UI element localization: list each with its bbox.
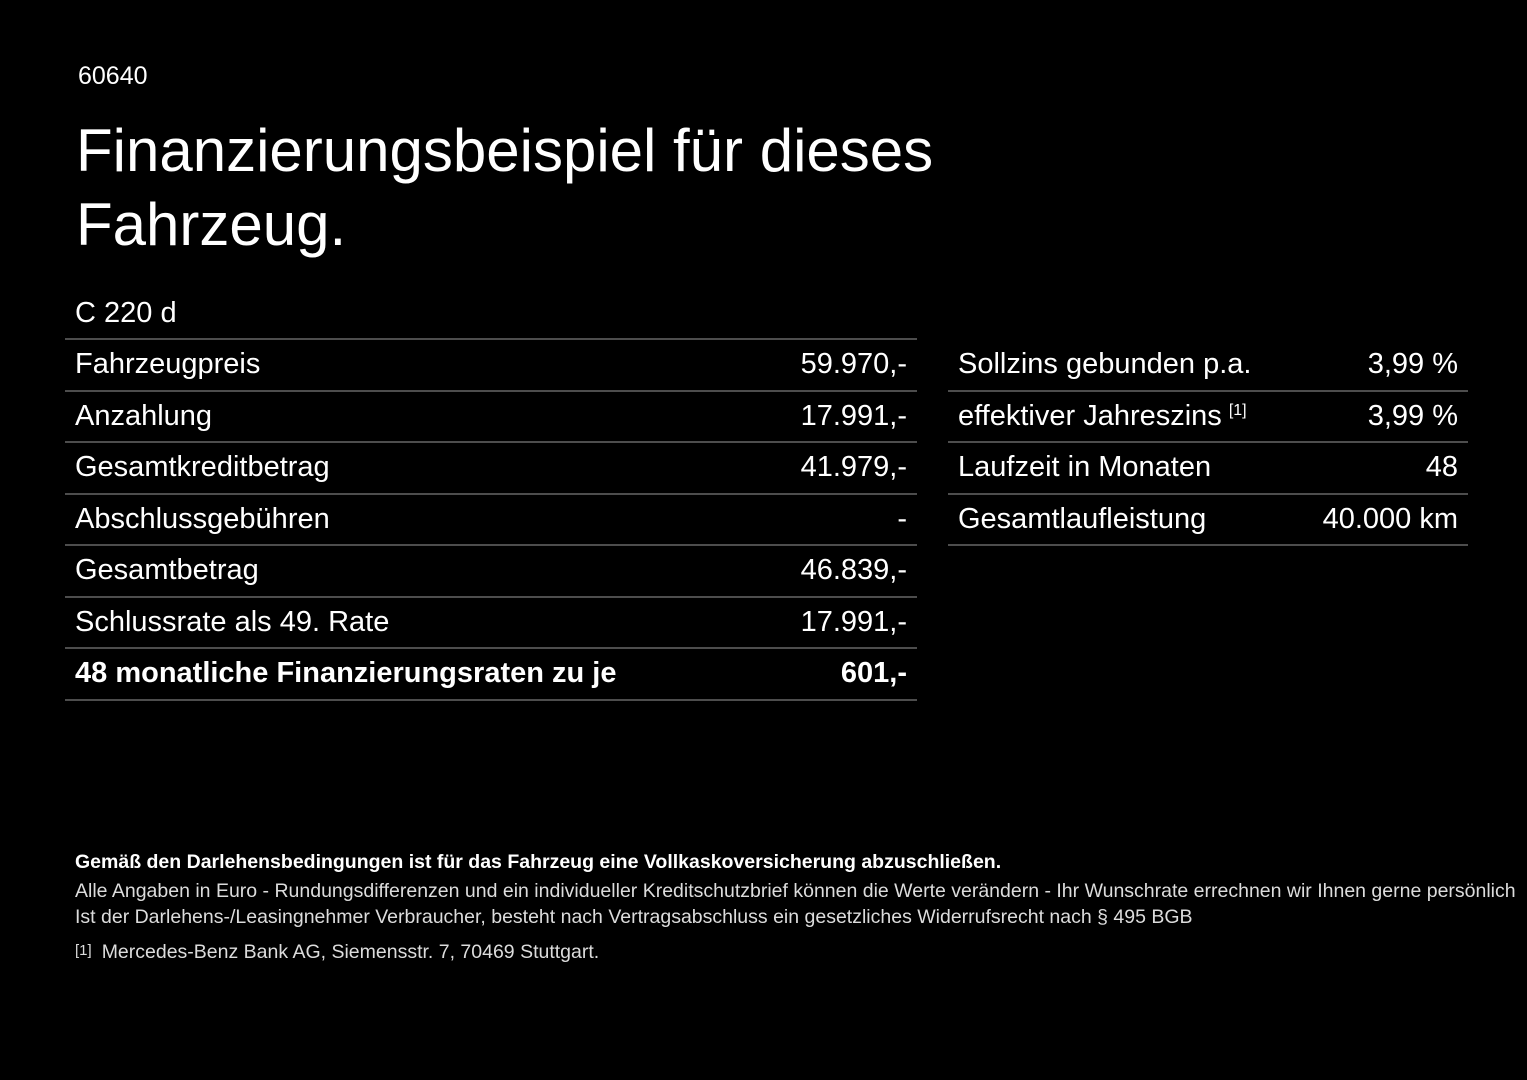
- row-value: 41.979,-: [800, 451, 907, 484]
- row-value: 3,99 %: [1367, 399, 1458, 432]
- table-row-sollzins: Sollzins gebunden p.a. 3,99 %: [948, 340, 1468, 392]
- table-row-abschlussgebuehren: Abschlussgebühren -: [65, 495, 917, 546]
- footnote: [1] Mercedes-Benz Bank AG, Siemensstr. 7,…: [75, 941, 599, 964]
- vehicle-model: C 220 d: [65, 288, 917, 340]
- page-title: Finanzierungsbeispiel für dieses Fahrzeu…: [76, 117, 934, 258]
- footnote-text: Mercedes-Benz Bank AG, Siemensstr. 7, 70…: [101, 941, 600, 963]
- row-value: -: [897, 502, 907, 535]
- conditions-table: Sollzins gebunden p.a. 3,99 % effektiver…: [948, 340, 1468, 546]
- finance-table: C 220 d Fahrzeugpreis 59.970,- Anzahlung…: [65, 288, 917, 701]
- row-label: Anzahlung: [75, 399, 213, 432]
- row-label: Gesamtlaufleistung: [958, 502, 1207, 535]
- row-value: 48: [1425, 451, 1458, 484]
- table-row-gesamtlaufleistung: Gesamtlaufleistung 40.000 km: [948, 495, 1468, 546]
- table-row-fahrzeugpreis: Fahrzeugpreis 59.970,-: [65, 340, 917, 392]
- table-row-anzahlung: Anzahlung 17.991,-: [65, 392, 917, 443]
- table-row-laufzeit: Laufzeit in Monaten 48: [948, 443, 1468, 495]
- document-number: 60640: [78, 62, 148, 90]
- row-label: Sollzins gebunden p.a.: [958, 348, 1252, 381]
- row-label: effektiver Jahreszins [1]: [958, 400, 1247, 433]
- disclaimer-line-2: Ist der Darlehens-/Leasingnehmer Verbrau…: [75, 906, 1193, 928]
- insurance-requirement-note: Gemäß den Darlehensbedingungen ist für d…: [75, 851, 1002, 873]
- row-value: 46.839,-: [800, 554, 907, 587]
- row-label: Laufzeit in Monaten: [958, 451, 1212, 484]
- row-label: Gesamtkreditbetrag: [75, 451, 330, 484]
- table-row-gesamtkreditbetrag: Gesamtkreditbetrag 41.979,-: [65, 443, 917, 495]
- row-value: 17.991,-: [800, 605, 907, 638]
- row-label: Schlussrate als 49. Rate: [75, 605, 390, 638]
- row-label: Fahrzeugpreis: [75, 348, 261, 381]
- row-label: 48 monatliche Finanzierungsraten zu je: [75, 657, 617, 690]
- row-value: 59.970,-: [800, 348, 907, 381]
- footnote-reference: [1]: [1228, 401, 1247, 419]
- row-value: 40.000 km: [1322, 502, 1458, 535]
- row-value: 3,99 %: [1367, 348, 1458, 381]
- disclaimer-line-1: Alle Angaben in Euro - Rundungsdifferenz…: [75, 880, 1516, 902]
- table-row-schlussrate: Schlussrate als 49. Rate 17.991,-: [65, 598, 917, 649]
- row-label: Gesamtbetrag: [75, 554, 259, 587]
- table-row-monatsrate: 48 monatliche Finanzierungsraten zu je 6…: [65, 649, 917, 701]
- row-value: 601,-: [840, 657, 907, 690]
- row-label-text: effektiver Jahreszins: [958, 399, 1222, 432]
- row-label: Abschlussgebühren: [75, 502, 330, 535]
- table-row-gesamtbetrag: Gesamtbetrag 46.839,-: [65, 546, 917, 598]
- row-value: 17.991,-: [800, 399, 907, 432]
- footnote-marker: [1]: [75, 942, 92, 959]
- table-row-effektiver-jahreszins: effektiver Jahreszins [1] 3,99 %: [948, 392, 1468, 443]
